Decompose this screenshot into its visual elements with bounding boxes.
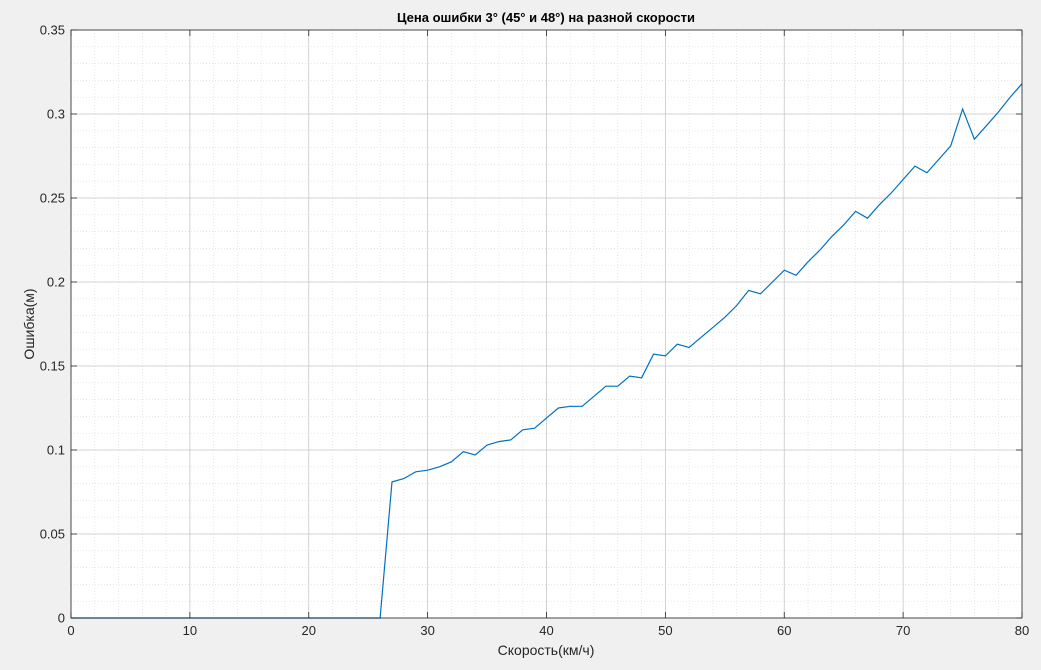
- x-tick-label: 0: [67, 623, 74, 638]
- x-tick-label: 40: [539, 623, 553, 638]
- major-grid: [70, 29, 1023, 619]
- y-tick-label: 0.3: [47, 107, 65, 122]
- x-tick-label: 50: [658, 623, 672, 638]
- y-tick-label: 0.15: [40, 359, 65, 374]
- chart-title: Цена ошибки 3° (45° и 48°) на разной ско…: [397, 10, 695, 25]
- y-tick-label: 0.2: [47, 275, 65, 290]
- y-axis-label: Ошибка(м): [21, 288, 37, 359]
- x-tick-label: 20: [302, 623, 316, 638]
- axis-ticks: [70, 29, 1023, 619]
- y-tick-labels: 0 0.05 0.1 0.15 0.2 0.25 0.3 0.35: [40, 23, 65, 626]
- x-tick-label: 10: [183, 623, 197, 638]
- y-tick-label: 0.25: [40, 191, 65, 206]
- x-tick-labels: 0 10 20 30 40 50 60 70 80: [67, 623, 1029, 638]
- y-tick-label: 0.35: [40, 23, 65, 38]
- x-axis-label: Скорость(км/ч): [498, 642, 595, 658]
- y-tick-label: 0.05: [40, 527, 65, 542]
- x-tick-label: 30: [420, 623, 434, 638]
- x-tick-label: 70: [896, 623, 910, 638]
- x-tick-label: 80: [1015, 623, 1029, 638]
- y-tick-label: 0: [58, 611, 65, 626]
- y-tick-label: 0.1: [47, 443, 65, 458]
- x-tick-label: 60: [777, 623, 791, 638]
